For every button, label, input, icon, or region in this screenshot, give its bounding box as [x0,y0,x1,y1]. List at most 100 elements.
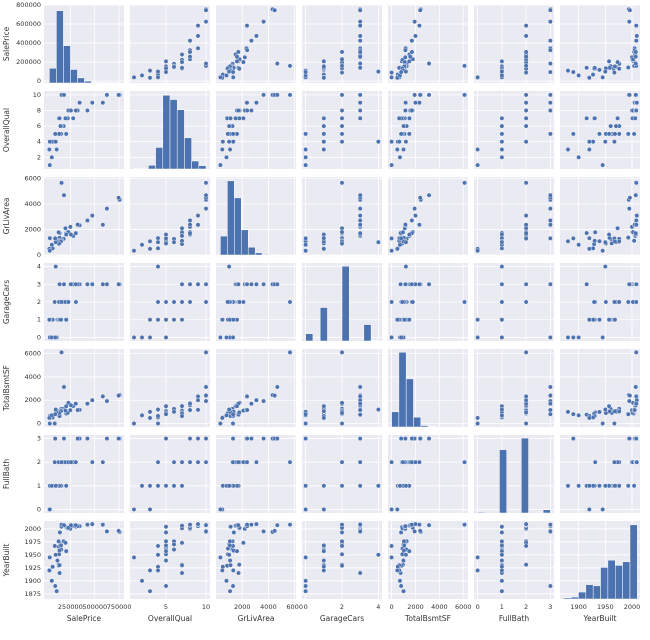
scatter-point [139,412,145,418]
scatter-point [187,407,193,413]
hist-bar [63,45,71,84]
scatter-point [499,543,505,548]
scatter-point [413,213,418,218]
x-axis-label: SalePrice [67,614,102,623]
panel [130,435,210,513]
scatter-point [547,69,553,75]
scatter-point [224,412,229,418]
scatter-point [73,522,79,528]
scatter-point [389,236,394,241]
hist-bar [220,235,228,256]
scatter-point [615,225,620,231]
scatter-point [287,299,293,305]
y-axis-label: GarageCars [2,280,11,324]
scatter-point [274,436,280,441]
scatter-point [187,218,193,223]
scatter-point [261,398,266,404]
scatter-point [565,147,571,152]
scatter-point [616,299,622,305]
scatter-point [499,552,505,558]
hist-bar [629,524,638,600]
scatter-point [219,415,225,421]
scatter-point [403,483,409,489]
scatter-point [396,139,402,145]
scatter-point [187,222,193,228]
x-tick-label: 0 [476,603,480,611]
scatter-point [398,235,404,241]
x-tick-label: 2000 [407,603,424,611]
scatter-point [321,403,327,409]
scatter-point [227,558,233,563]
scatter-point [339,131,345,137]
scatter-point [61,436,67,441]
scatter-point [633,218,639,223]
scatter-point [321,123,327,129]
scatter-point [231,530,237,535]
hist-bar [49,67,57,84]
scatter-point [600,248,606,254]
scatter-point [261,92,266,98]
scatter-point [412,206,418,212]
scatter-point [219,147,225,152]
scatter-point [357,529,363,534]
scatter-point [195,459,201,465]
scatter-point [179,281,185,287]
hist-bar [477,511,486,514]
scatter-point [171,317,177,323]
scatter-point [59,459,64,465]
scatter-point [592,65,598,71]
panel [474,349,554,427]
scatter-point [104,206,110,212]
x-tick-label: 4000 [431,603,448,611]
scatter-point [89,281,95,287]
scatter-point [576,412,582,418]
scatter-point [155,552,161,558]
scatter-point [417,522,422,528]
scatter-point [615,115,620,121]
panel [474,91,554,169]
scatter-point [339,229,345,235]
scatter-point [357,7,363,13]
scatter-point [633,54,639,60]
scatter-point [357,54,363,60]
scatter-point [249,281,254,287]
scatter-point [155,69,161,74]
scatter-point [179,225,185,231]
scatter-point [53,407,59,412]
scatter-point [116,281,122,287]
y-tick-label: 2000 [24,225,41,233]
scatter-point [417,100,422,106]
scatter-point [600,74,606,80]
scatter-point [46,568,52,573]
scatter-point [63,317,69,323]
scatter-point [155,74,161,80]
scatter-point [597,483,602,489]
scatter-point [163,411,169,417]
scatter-point [63,540,68,546]
scatter-point [49,154,55,160]
scatter-point [523,421,529,426]
x-tick-label: 750000 [107,603,132,611]
scatter-point [179,483,185,489]
scatter-point [63,232,69,237]
x-axis-label: GarageCars [320,614,364,623]
scatter-point [409,436,415,441]
hist-bar [405,378,414,428]
scatter-point [357,230,363,236]
scatter-point [85,436,90,441]
scatter-point [163,524,169,530]
scatter-point [547,393,553,399]
scatter-point [389,74,394,80]
scatter-point [357,384,363,390]
scatter-point [100,222,106,228]
scatter-point [47,555,53,560]
scatter-point [179,540,185,546]
scatter-point [61,192,67,198]
scatter-point [570,131,576,137]
scatter-point [116,528,122,534]
scatter-point [235,459,241,465]
scatter-point [357,61,363,66]
scatter-point [462,180,467,186]
scatter-point [155,317,161,323]
scatter-point [321,131,327,137]
